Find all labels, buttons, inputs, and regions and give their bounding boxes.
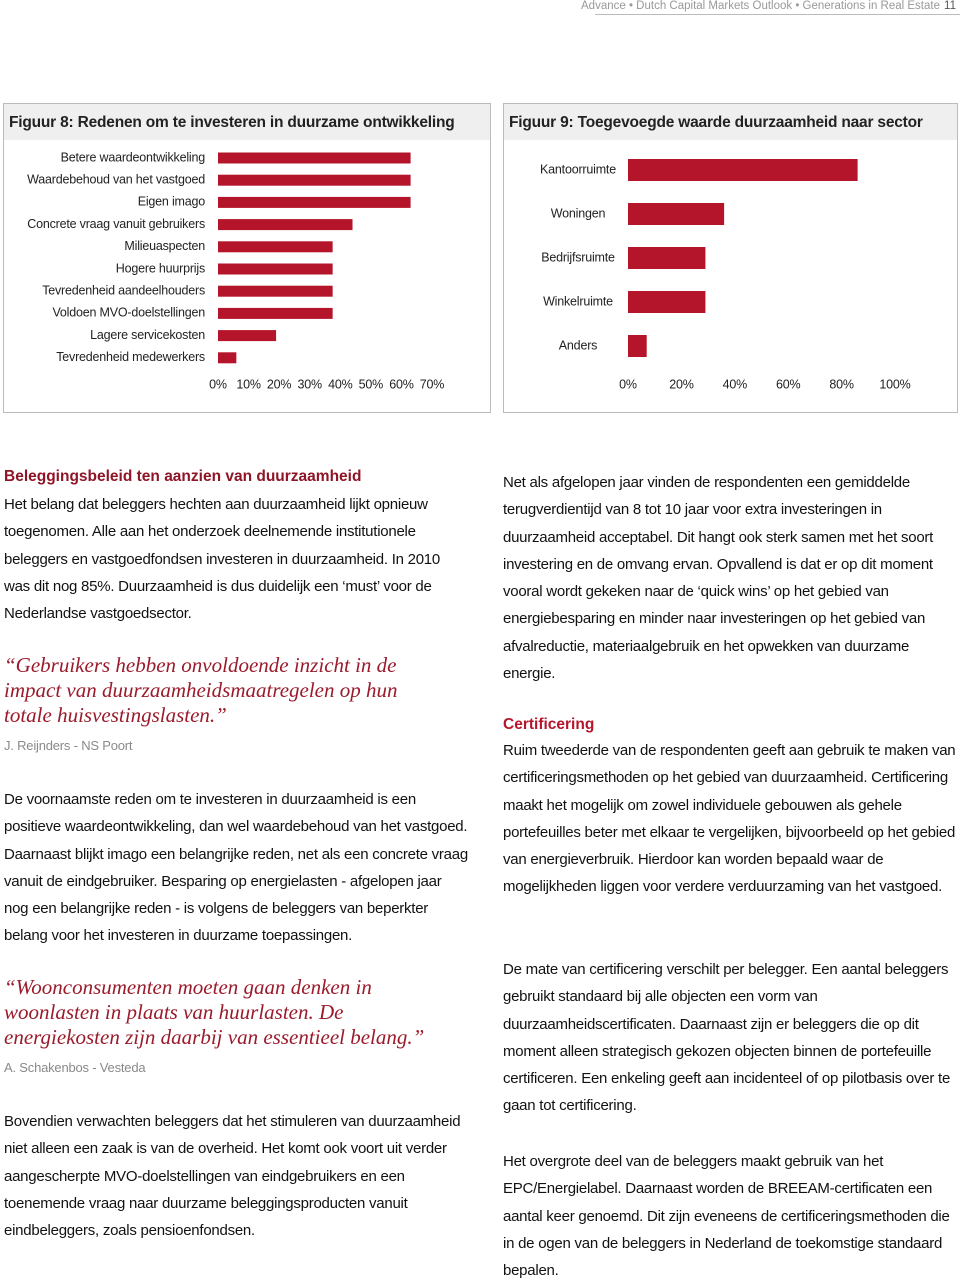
category-label: Kantoorruimte	[540, 162, 616, 176]
bar	[218, 285, 333, 297]
x-tick-label: 10%	[236, 377, 261, 391]
category-label: Tevredenheid aandeelhouders	[42, 283, 205, 297]
category-label: Voldoen MVO-doelstellingen	[52, 306, 205, 320]
figure-title: Figuur 8: Redenen om te investeren in du…	[9, 114, 455, 131]
x-tick-label: 20%	[267, 377, 292, 391]
paragraph: De voornaamste reden om te investeren in…	[4, 791, 468, 945]
x-tick-label: 100%	[879, 377, 910, 391]
figure-title: Figuur 9: Toegevoegde waarde duurzaamhei…	[509, 114, 923, 131]
x-tick-label: 40%	[328, 377, 353, 391]
running-title: Advance • Dutch Capital Markets Outlook …	[581, 0, 940, 12]
quote: “Woonconsumenten moeten gaan denken in w…	[4, 975, 425, 1049]
page-number: 11	[944, 0, 956, 12]
category-label: Lagere servicekosten	[90, 328, 205, 342]
bar	[628, 335, 647, 357]
bar	[218, 152, 411, 164]
bar	[218, 352, 237, 364]
paragraph: De mate van certificering verschilt per …	[503, 961, 951, 1115]
paragraph: Net als afgelopen jaar vinden de respond…	[503, 474, 934, 683]
section-heading: Beleggingsbeleid ten aanzien van duurzaa…	[4, 468, 362, 485]
bar	[218, 174, 411, 186]
category-label: Anders	[559, 338, 597, 352]
bar	[628, 159, 858, 181]
bar	[218, 330, 277, 342]
figure-title-bar	[4, 104, 490, 140]
bar	[218, 263, 333, 275]
category-label: Betere waardeontwikkeling	[61, 150, 206, 164]
bar	[218, 196, 411, 208]
category-label: Eigen imago	[138, 195, 206, 209]
x-tick-label: 60%	[389, 377, 414, 391]
x-tick-label: 50%	[359, 377, 384, 391]
x-tick-label: 60%	[776, 377, 801, 391]
quote-source: J. Reijnders - NS Poort	[4, 738, 133, 753]
category-label: Woningen	[551, 206, 606, 220]
bar	[218, 219, 353, 231]
bar	[218, 241, 333, 253]
header-rule	[595, 14, 960, 15]
figure-frame	[3, 103, 491, 413]
x-tick-label: 70%	[420, 377, 445, 391]
x-tick-label: 0%	[209, 377, 227, 391]
x-tick-label: 0%	[619, 377, 637, 391]
paragraph: Ruim tweederde van de respondenten geeft…	[503, 742, 956, 896]
bar	[218, 307, 333, 319]
paragraph: Het belang dat beleggers hechten aan duu…	[4, 496, 440, 623]
category-label: Winkelruimte	[543, 294, 613, 308]
category-label: Concrete vraag vanuit gebruikers	[27, 217, 205, 231]
bar	[628, 247, 706, 269]
x-tick-label: 80%	[829, 377, 854, 391]
bar	[628, 203, 725, 225]
category-label: Tevredenheid medewerkers	[56, 350, 205, 364]
category-label: Hogere huurprijs	[116, 261, 205, 275]
quote-source: A. Schakenbos - Vesteda	[4, 1060, 146, 1075]
figures: Figuur 8: Redenen om te investeren in du…	[3, 103, 958, 413]
paragraph: Bovendien verwachten beleggers dat het s…	[4, 1113, 461, 1240]
x-tick-label: 20%	[669, 377, 694, 391]
x-tick-label: 40%	[723, 377, 748, 391]
bar	[628, 291, 706, 313]
category-label: Waardebehoud van het vastgoed	[27, 172, 205, 186]
figure-frame	[503, 103, 958, 413]
x-tick-label: 30%	[298, 377, 323, 391]
quote: “Gebruikers hebben onvoldoende inzicht i…	[4, 653, 398, 727]
section-heading: Certificering	[503, 716, 595, 733]
paragraph: Het overgrote deel van de beleggers maak…	[503, 1153, 950, 1280]
category-label: Milieuaspecten	[124, 239, 205, 253]
category-label: Bedrijfsruimte	[541, 250, 615, 264]
figure-title-bar	[504, 104, 957, 140]
